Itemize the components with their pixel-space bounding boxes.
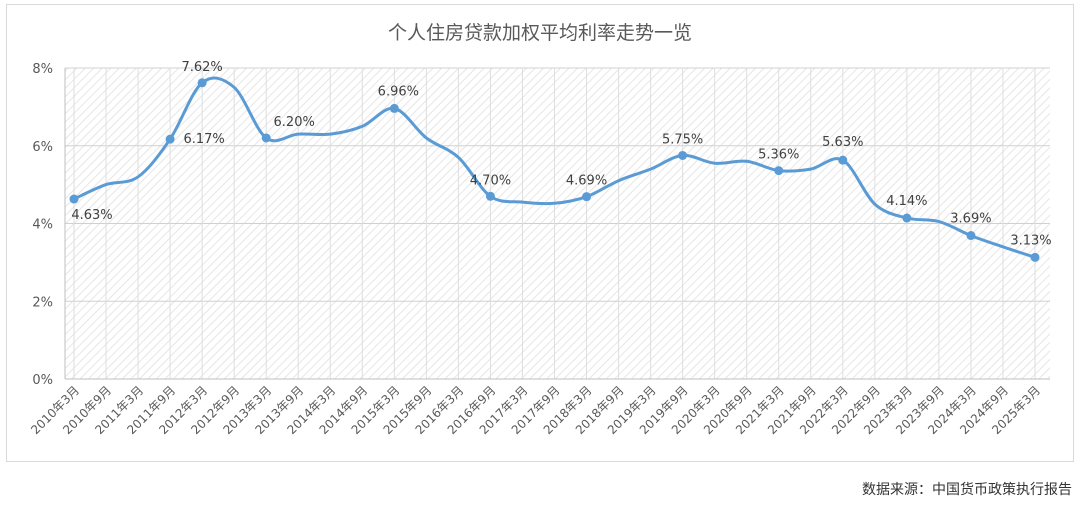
grid-lines	[65, 67, 1050, 380]
data-point	[165, 134, 175, 144]
data-point	[1030, 252, 1040, 262]
data-point	[389, 103, 399, 113]
data-labels: 4.63% 6.17% 7.62% 6.20% 6.96% 4.70% 4.69% 5.75%…	[71, 60, 1051, 249]
data-label: 5.75%	[662, 132, 703, 147]
data-label: 6.20%	[274, 115, 315, 130]
data-point	[678, 150, 688, 160]
data-point	[902, 213, 912, 223]
data-point	[485, 191, 495, 201]
data-point	[966, 231, 976, 241]
data-label: 3.69%	[950, 212, 991, 227]
series-layer	[69, 76, 1040, 262]
data-label: 3.13%	[1010, 233, 1051, 248]
data-point	[197, 78, 207, 88]
data-point	[838, 155, 848, 165]
data-point	[261, 133, 271, 143]
y-tick-label: 6%	[32, 140, 53, 155]
data-label: 4.69%	[566, 174, 607, 189]
y-tick-label: 0%	[32, 373, 53, 388]
series-line	[72, 76, 1037, 259]
data-point	[774, 166, 784, 176]
data-point	[582, 192, 592, 202]
data-label: 6.96%	[378, 84, 419, 99]
source-note: 数据来源：中国货币政策执行报告	[862, 482, 1072, 498]
data-point	[69, 194, 79, 204]
chart-title: 个人住房贷款加权平均利率走势一览	[387, 22, 692, 44]
data-label: 5.63%	[822, 135, 863, 150]
y-tick-label: 8%	[32, 62, 53, 77]
y-tick-label: 2%	[32, 295, 53, 310]
data-label: 7.62%	[181, 60, 222, 75]
data-label: 4.70%	[470, 173, 511, 188]
data-label: 4.63%	[71, 208, 112, 223]
y-tick-label: 4%	[32, 218, 53, 233]
data-label: 5.36%	[758, 148, 799, 163]
data-label: 4.14%	[886, 194, 927, 209]
data-label: 6.17%	[183, 132, 224, 147]
